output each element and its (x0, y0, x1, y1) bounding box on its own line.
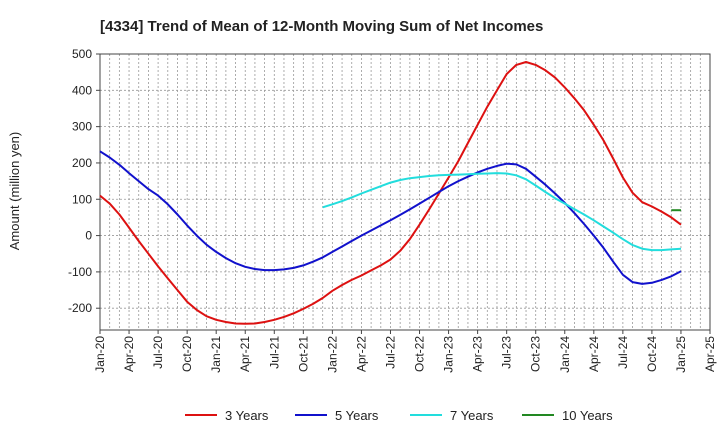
x-tick-label: Apr-23 (471, 336, 485, 372)
y-tick-label: 200 (72, 156, 92, 170)
x-tick-label: Jan-20 (93, 336, 107, 373)
x-tick-label: Jul-24 (616, 336, 630, 369)
x-tick-label: Jan-22 (325, 336, 339, 373)
legend-label-3: 7 Years (450, 408, 494, 423)
series-group (99, 61, 682, 325)
x-tick-label: Jan-25 (674, 336, 688, 373)
legend: 3 Years 5 Years 7 Years 10 Years (185, 408, 613, 423)
legend-label-2: 5 Years (335, 408, 379, 423)
x-tick-label: Jul-22 (383, 336, 397, 369)
x-tick-label: Oct-24 (645, 336, 659, 372)
x-tick-label: Oct-21 (296, 336, 310, 372)
y-tick-label: 300 (72, 120, 92, 134)
x-tick-label: Jan-24 (558, 336, 572, 373)
x-tick-label: Apr-21 (238, 336, 252, 372)
x-tick-label: Jul-21 (267, 336, 281, 369)
x-tick-label: Jul-23 (500, 336, 514, 369)
series-line-1 (99, 61, 682, 325)
x-tick-label: Oct-23 (529, 336, 543, 372)
chart-title: [4334] Trend of Mean of 12-Month Moving … (100, 18, 543, 35)
y-tick-label: -200 (68, 301, 92, 315)
x-axis: Jan-20 Apr-20 Jul-20 Oct-20 Jan-21 Apr-21 Jul-… (93, 330, 717, 373)
x-tick-label: Oct-22 (413, 336, 427, 372)
x-tick-label: Apr-22 (354, 336, 368, 372)
y-axis: -200 -100 0 100 200 300 400 500 (68, 47, 100, 315)
y-axis-label: Amount (million yen) (7, 132, 22, 251)
x-tick-label: Jan-21 (209, 336, 223, 373)
grid (100, 53, 710, 330)
y-tick-label: 400 (72, 83, 92, 97)
x-tick-label: Oct-20 (180, 336, 194, 372)
x-tick-label: Jul-20 (151, 336, 165, 369)
x-tick-label: Jan-23 (442, 336, 456, 373)
plot-frame (99, 53, 711, 331)
legend-label-4: 10 Years (562, 408, 613, 423)
y-tick-label: 0 (85, 229, 92, 243)
x-tick-label: Apr-25 (703, 336, 717, 372)
y-tick-label: -100 (68, 265, 92, 279)
y-tick-label: 100 (72, 192, 92, 206)
legend-label-1: 3 Years (225, 408, 269, 423)
x-tick-label: Apr-24 (587, 336, 601, 372)
y-tick-label: 500 (72, 47, 92, 61)
x-tick-label: Apr-20 (122, 336, 136, 372)
series-line-2 (99, 150, 682, 285)
series-line-3 (322, 172, 682, 252)
